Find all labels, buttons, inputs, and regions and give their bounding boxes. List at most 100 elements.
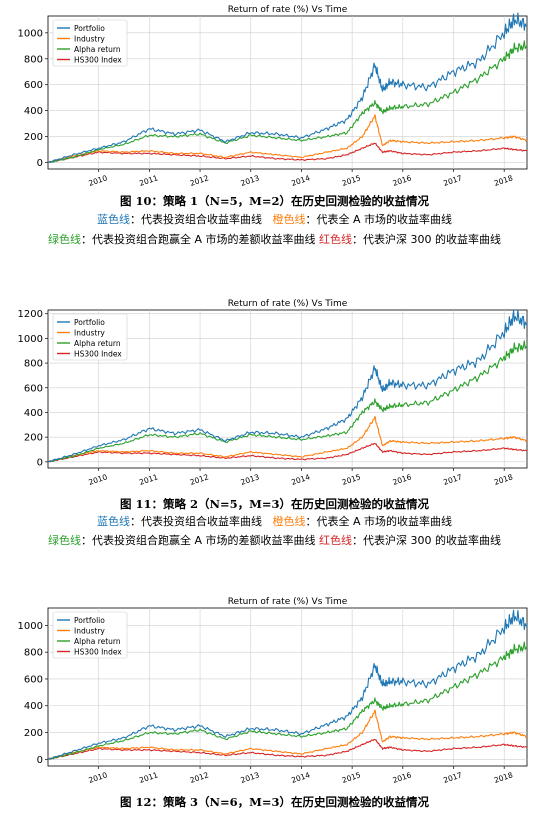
x-tick-label: 2014 bbox=[290, 770, 311, 785]
red-line-key: 红色线 bbox=[319, 233, 353, 246]
series-line-alpha-return bbox=[47, 340, 528, 463]
orange-line-desc: ：代表全 A 市场的收益率曲线 bbox=[305, 213, 453, 226]
y-tick-label: 800 bbox=[24, 648, 43, 659]
blue-line-desc: ：代表投资组合收益率曲线 bbox=[129, 515, 262, 528]
legend-label: Industry bbox=[74, 328, 105, 337]
series-line-alpha-return bbox=[47, 641, 528, 760]
legend-label: Industry bbox=[74, 34, 105, 43]
red-line-desc: ：代表沪深 300 的收益率曲线 bbox=[352, 534, 502, 547]
y-tick-label: 400 bbox=[24, 701, 43, 712]
series-line-industry bbox=[47, 415, 528, 463]
series-line-portfolio bbox=[47, 609, 528, 760]
series-line-industry bbox=[47, 114, 528, 164]
legend-label: HS300 Index bbox=[74, 55, 122, 64]
x-tick-label: 2017 bbox=[442, 173, 463, 188]
x-tick-label: 2017 bbox=[442, 770, 463, 785]
y-tick-label: 0 bbox=[37, 158, 43, 169]
y-tick-label: 200 bbox=[24, 728, 43, 739]
y-tick-label: 0 bbox=[37, 755, 43, 766]
x-tick-label: 2018 bbox=[493, 770, 514, 785]
x-tick-label: 2012 bbox=[189, 173, 210, 188]
x-tick-label: 2014 bbox=[290, 173, 311, 188]
x-tick-label: 2010 bbox=[87, 472, 108, 487]
legend-label: Portfolio bbox=[74, 24, 105, 33]
legend-note-line-1: 蓝色线：代表投资组合收益率曲线 橙色线：代表全 A 市场的收益率曲线 bbox=[0, 213, 549, 227]
x-tick-label: 2016 bbox=[392, 770, 413, 785]
green-line-desc: ：代表投资组合跑赢全 A 市场的差额收益率曲线 bbox=[80, 233, 316, 246]
y-tick-label: 200 bbox=[24, 132, 43, 143]
green-line-key: 绿色线 bbox=[47, 534, 81, 547]
series-line-hs300-index bbox=[47, 142, 528, 164]
figure-caption: 图 10：策略 1（N=5，M=2）在历史回测检验的收益情况 bbox=[119, 194, 430, 208]
x-tick-label: 2018 bbox=[493, 173, 514, 188]
red-line-key: 红色线 bbox=[319, 534, 353, 547]
chart-title: Return of rate (%) Vs Time bbox=[228, 597, 348, 607]
x-tick-label: 2016 bbox=[392, 472, 413, 487]
line-chart: Return of rate (%) Vs Time 0 200 400 600 800 1… bbox=[18, 299, 528, 487]
x-tick-label: 2015 bbox=[341, 472, 362, 487]
legend-note-line-2: 绿色线：代表投资组合跑赢全 A 市场的差额收益率曲线 红色线：代表沪深 300 … bbox=[0, 233, 549, 247]
x-tick-label: 2013 bbox=[240, 472, 261, 487]
series-line-portfolio bbox=[47, 12, 528, 164]
chart-title: Return of rate (%) Vs Time bbox=[228, 5, 348, 15]
y-tick-label: 800 bbox=[24, 54, 43, 65]
chart-title: Return of rate (%) Vs Time bbox=[228, 299, 348, 309]
blue-line-key: 蓝色线 bbox=[96, 213, 130, 226]
blue-line-desc: ：代表投资组合收益率曲线 bbox=[129, 213, 262, 226]
x-tick-label: 2013 bbox=[240, 770, 261, 785]
x-tick-label: 2015 bbox=[341, 173, 362, 188]
y-tick-label: 200 bbox=[24, 433, 43, 444]
y-tick-label: 400 bbox=[24, 408, 43, 419]
legend-box bbox=[52, 19, 128, 67]
x-tick-label: 2015 bbox=[341, 770, 362, 785]
green-line-key: 绿色线 bbox=[47, 233, 81, 246]
y-tick-label: 600 bbox=[24, 674, 43, 685]
x-tick-label: 2011 bbox=[138, 173, 159, 188]
orange-line-key: 橙色线 bbox=[272, 515, 306, 528]
legend-note-line-1: 蓝色线：代表投资组合收益率曲线 橙色线：代表全 A 市场的收益率曲线 bbox=[0, 515, 549, 529]
y-tick-label: 1200 bbox=[18, 309, 43, 320]
red-line-desc: ：代表沪深 300 的收益率曲线 bbox=[352, 233, 502, 246]
legend-label: HS300 Index bbox=[74, 349, 122, 358]
x-tick-label: 2016 bbox=[392, 173, 413, 188]
legend-label: Alpha return bbox=[74, 637, 121, 646]
x-tick-label: 2011 bbox=[138, 472, 159, 487]
figure-caption: 图 11：策略 2（N=5，M=3）在历史回测检验的收益情况 bbox=[119, 497, 430, 511]
y-tick-label: 1000 bbox=[18, 334, 43, 345]
x-tick-label: 2013 bbox=[240, 173, 261, 188]
x-tick-label: 2010 bbox=[87, 770, 108, 785]
green-line-desc: ：代表投资组合跑赢全 A 市场的差额收益率曲线 bbox=[80, 534, 316, 547]
y-tick-label: 0 bbox=[37, 457, 43, 468]
x-tick-label: 2011 bbox=[138, 770, 159, 785]
series-line-hs300-index bbox=[47, 738, 528, 761]
x-tick-label: 2010 bbox=[87, 173, 108, 188]
y-tick-label: 400 bbox=[24, 106, 43, 117]
legend-label: Alpha return bbox=[74, 339, 121, 348]
plot-area bbox=[47, 309, 528, 469]
line-chart: Return of rate (%) Vs Time 0 200 400 600 800 1… bbox=[18, 597, 528, 785]
legend-label: Portfolio bbox=[74, 318, 105, 327]
x-tick-label: 2017 bbox=[442, 472, 463, 487]
legend-box bbox=[52, 313, 128, 361]
y-tick-label: 1000 bbox=[18, 621, 43, 632]
figure-12: Return of rate (%) Vs Time 0 200 400 600 800 1… bbox=[0, 592, 549, 814]
x-tick-label: 2012 bbox=[189, 472, 210, 487]
x-tick-label: 2018 bbox=[493, 472, 514, 487]
series-line-hs300-index bbox=[47, 442, 528, 463]
series-line-industry bbox=[47, 709, 528, 760]
legend-note-line-2: 绿色线：代表投资组合跑赢全 A 市场的差额收益率曲线 红色线：代表沪深 300 … bbox=[0, 534, 549, 548]
y-tick-label: 600 bbox=[24, 383, 43, 394]
y-tick-label: 1000 bbox=[18, 28, 43, 39]
blue-line-key: 蓝色线 bbox=[96, 515, 130, 528]
y-tick-label: 800 bbox=[24, 359, 43, 370]
legend-label: Alpha return bbox=[74, 45, 121, 54]
legend-label: Portfolio bbox=[74, 616, 105, 625]
orange-line-key: 橙色线 bbox=[272, 213, 306, 226]
y-tick-label: 600 bbox=[24, 80, 43, 91]
legend-box bbox=[52, 611, 128, 659]
figure-10: Return of rate (%) Vs Time 0 200 400 600 800 1… bbox=[0, 0, 549, 250]
legend-label: HS300 Index bbox=[74, 647, 122, 656]
orange-line-desc: ：代表全 A 市场的收益率曲线 bbox=[305, 515, 453, 528]
series-line-portfolio bbox=[47, 309, 528, 463]
figure-caption: 图 12：策略 3（N=6，M=3）在历史回测检验的收益情况 bbox=[119, 795, 430, 809]
